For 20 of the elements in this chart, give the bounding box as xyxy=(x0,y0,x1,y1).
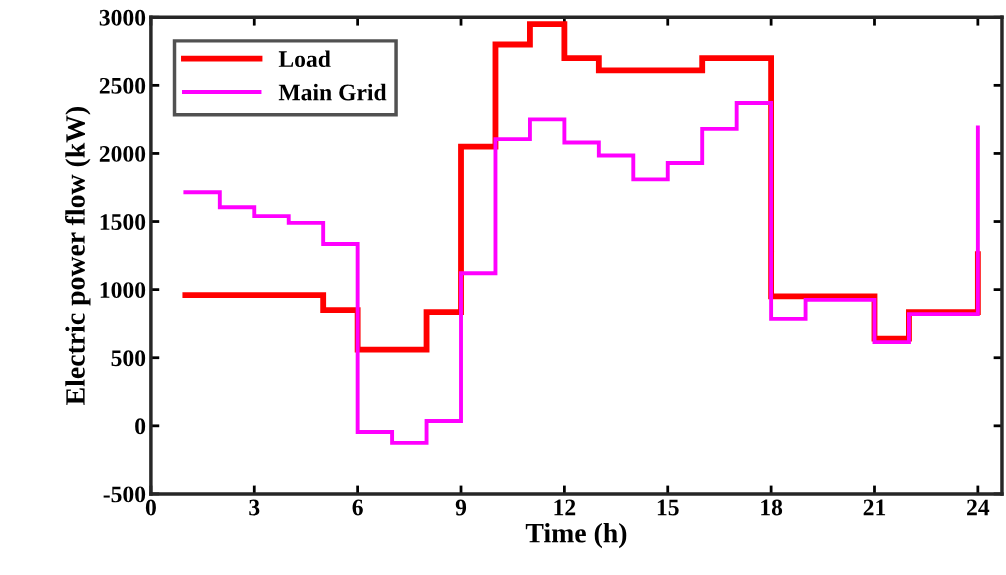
x-tick-label: 24 xyxy=(967,499,990,516)
y-axis-title: Electric power flow (kW) xyxy=(65,107,91,405)
y-tick-label: -500 xyxy=(103,486,146,503)
x-tick-label: 18 xyxy=(761,499,783,516)
y-tick-label: 2000 xyxy=(99,145,146,162)
legend-label: Load xyxy=(278,50,331,68)
y-tick-label: 2500 xyxy=(99,77,146,94)
y-tick-label: 3000 xyxy=(99,9,146,26)
legend-label: Main Grid xyxy=(278,83,387,101)
x-tick-label: 3 xyxy=(249,499,260,516)
x-tick-label: 6 xyxy=(352,499,363,516)
x-tick-label: 9 xyxy=(455,499,467,516)
x-axis-title: Time (h) xyxy=(525,522,627,549)
y-tick-label: 1000 xyxy=(100,282,146,299)
y-tick-label: 500 xyxy=(111,350,146,367)
y-tick-label: 1500 xyxy=(100,214,146,230)
x-tick-label: 12 xyxy=(554,499,576,516)
x-tick-label: 21 xyxy=(863,499,886,516)
y-tick-label: 0 xyxy=(135,418,146,435)
x-tick-label: 15 xyxy=(657,499,679,516)
